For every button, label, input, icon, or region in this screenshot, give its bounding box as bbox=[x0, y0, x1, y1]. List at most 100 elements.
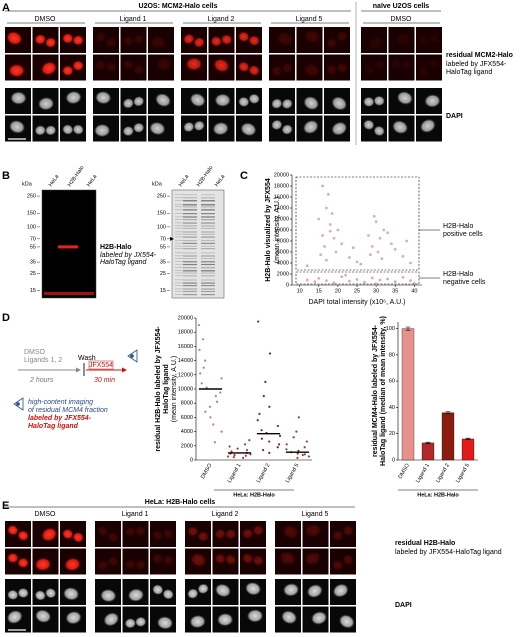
nucleus bbox=[332, 583, 349, 598]
point bbox=[328, 229, 332, 233]
point bbox=[405, 239, 409, 243]
y-tick-label: 18000 bbox=[274, 183, 289, 189]
x-tick-label: Ligand 5 bbox=[285, 463, 301, 484]
nucleus bbox=[135, 559, 147, 571]
marker-label: 150 bbox=[157, 211, 166, 217]
nucleus bbox=[363, 64, 375, 75]
gel-band bbox=[201, 261, 215, 263]
gel-band bbox=[183, 222, 197, 224]
nucleus bbox=[221, 34, 233, 45]
nucleus bbox=[418, 65, 430, 77]
point bbox=[256, 419, 259, 422]
gel-band bbox=[175, 204, 183, 206]
x-axis-label: DAPI total intensity (x10⁶, A.U.) bbox=[308, 299, 405, 306]
y-tick-label: 14000 bbox=[178, 358, 193, 364]
gel-band bbox=[183, 275, 197, 277]
marker-label: 15 bbox=[30, 288, 36, 294]
gel-band bbox=[175, 194, 183, 195]
y-tick-label: 18000 bbox=[178, 330, 193, 336]
point bbox=[319, 253, 323, 257]
point bbox=[260, 429, 263, 432]
nucleus bbox=[62, 586, 80, 601]
gel-band bbox=[183, 216, 197, 218]
point bbox=[386, 231, 389, 235]
marker-label: 25 bbox=[30, 271, 36, 277]
point bbox=[307, 455, 311, 458]
point bbox=[305, 278, 309, 282]
nucleus bbox=[17, 587, 29, 599]
bar bbox=[401, 328, 415, 461]
nucleus bbox=[281, 62, 293, 74]
nucleus bbox=[302, 119, 319, 135]
point bbox=[326, 192, 330, 196]
point bbox=[390, 242, 393, 246]
nucleus bbox=[93, 123, 111, 138]
gel-band bbox=[183, 209, 197, 211]
point bbox=[236, 447, 239, 450]
gel-band bbox=[175, 242, 183, 244]
annotation: H2B-Halo bbox=[443, 223, 473, 230]
point bbox=[292, 436, 295, 439]
point bbox=[245, 448, 249, 452]
point bbox=[334, 250, 338, 254]
nucleus bbox=[197, 531, 209, 542]
y-tick-label: 0 bbox=[190, 457, 193, 463]
dye: JFX554 bbox=[89, 362, 113, 369]
row-sublabel: HaloTag ligand bbox=[446, 69, 492, 76]
nucleus bbox=[7, 589, 19, 601]
point bbox=[226, 455, 230, 458]
nucleus bbox=[187, 526, 199, 537]
lane-label: H2B-Halo bbox=[67, 165, 86, 188]
x-tick-label: Ligand 1 bbox=[227, 463, 243, 484]
gel-band bbox=[175, 282, 183, 284]
point bbox=[220, 377, 223, 380]
nucleus bbox=[282, 583, 300, 597]
nucleus bbox=[107, 531, 119, 543]
nucleus bbox=[401, 59, 413, 71]
gel-band bbox=[175, 263, 183, 265]
nucleus bbox=[17, 557, 29, 569]
gel-band bbox=[175, 255, 183, 257]
gel-band bbox=[175, 290, 183, 292]
gel-band bbox=[201, 200, 215, 202]
point bbox=[268, 451, 271, 454]
nucleus bbox=[336, 31, 348, 42]
point bbox=[230, 450, 233, 453]
point bbox=[228, 445, 231, 448]
nucleus bbox=[95, 59, 107, 71]
nucleus bbox=[248, 35, 260, 46]
marker-label: 250 bbox=[27, 194, 36, 200]
nucleus bbox=[97, 525, 109, 537]
nucleus bbox=[303, 95, 320, 111]
nucleus bbox=[238, 31, 250, 42]
point bbox=[305, 440, 308, 443]
gel-band bbox=[201, 236, 215, 238]
duration: 2 hours bbox=[29, 377, 54, 384]
gel-unit: kDa bbox=[22, 181, 33, 187]
gel-band bbox=[175, 231, 183, 233]
point bbox=[367, 234, 370, 237]
x-axis-label: HeLa: H2B-Halo bbox=[417, 492, 459, 498]
point bbox=[330, 212, 334, 215]
nucleus bbox=[306, 584, 323, 599]
point bbox=[199, 372, 202, 375]
error-bar bbox=[465, 437, 471, 441]
point bbox=[244, 454, 247, 457]
y-tick-label: 8000 bbox=[181, 401, 193, 407]
point bbox=[213, 441, 216, 444]
point bbox=[303, 453, 306, 456]
nucleus bbox=[62, 65, 74, 76]
gel-band bbox=[175, 197, 183, 199]
x-tick-label: DMSO bbox=[200, 462, 214, 480]
bar bbox=[421, 442, 435, 461]
point bbox=[209, 416, 212, 419]
nucleus bbox=[152, 530, 164, 541]
nucleus bbox=[8, 63, 26, 78]
gel-band bbox=[183, 279, 197, 281]
x-tick-label: 40 bbox=[411, 288, 417, 294]
y-tick-label: 12000 bbox=[178, 372, 193, 378]
point bbox=[340, 275, 344, 279]
point bbox=[297, 449, 300, 452]
nucleus bbox=[216, 612, 234, 627]
condition-label: Ligand 2 bbox=[212, 511, 239, 518]
